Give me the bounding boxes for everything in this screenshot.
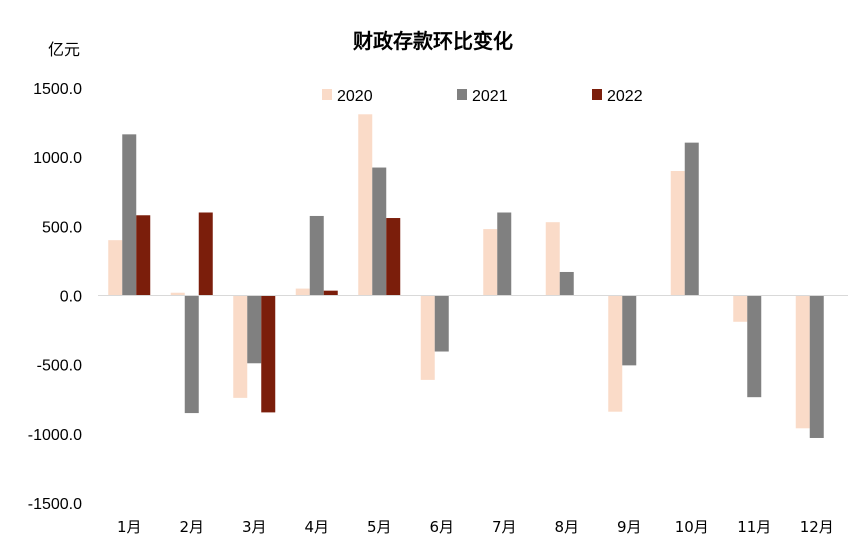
bar-2020-11月 xyxy=(733,295,748,322)
y-tick-label: -1000.0 xyxy=(28,427,82,444)
legend-swatch-2022 xyxy=(592,89,602,100)
y-tick-label: 0.0 xyxy=(60,289,82,306)
bar-2022-4月 xyxy=(323,290,338,296)
bar-2021-7月 xyxy=(497,212,512,296)
bar-2022-2月 xyxy=(198,212,213,296)
y-axis-unit-label: 亿元 xyxy=(48,40,80,59)
bar-2021-9月 xyxy=(622,295,637,366)
x-category-label: 5月 xyxy=(367,518,392,536)
x-category-label: 1月 xyxy=(117,518,142,536)
x-category-label: 4月 xyxy=(304,518,329,536)
legend-label-2021: 2021 xyxy=(472,88,508,105)
bar-2021-5月 xyxy=(372,167,387,296)
bar-2022-1月 xyxy=(136,215,151,296)
bar-2020-2月 xyxy=(170,292,185,296)
bar-2020-7月 xyxy=(483,229,498,296)
bar-2021-4月 xyxy=(309,215,324,296)
bar-2022-5月 xyxy=(386,218,401,296)
x-category-label: 10月 xyxy=(675,518,709,536)
x-category-label: 7月 xyxy=(492,518,517,536)
y-axis-ticks: 1500.0 1000.0 500.0 0.0 -500.0 -1000.0 -1500.0 xyxy=(28,81,82,513)
bar-2020-9月 xyxy=(608,295,623,412)
y-tick-label: -500.0 xyxy=(37,358,82,375)
x-axis-categories: 1月 2月 3月 4月 5月 6月 7月 8月 9月 10月 11月 12月 xyxy=(117,518,834,536)
bar-2021-3月 xyxy=(247,295,262,364)
bar-2021-8月 xyxy=(559,271,574,296)
y-tick-label: 1500.0 xyxy=(33,81,82,98)
x-category-label: 2月 xyxy=(179,518,204,536)
y-tick-label: 500.0 xyxy=(42,219,82,236)
legend-swatch-2020 xyxy=(322,89,332,100)
bar-2020-10月 xyxy=(670,171,685,296)
bar-2020-4月 xyxy=(295,288,310,296)
x-category-label: 11月 xyxy=(737,518,771,536)
legend-label-2020: 2020 xyxy=(337,88,373,105)
bar-2020-8月 xyxy=(545,222,560,296)
bar-2021-11月 xyxy=(747,295,762,398)
legend-swatch-2021 xyxy=(457,89,467,100)
chart-title: 财政存款环比变化 xyxy=(353,29,513,53)
bar-2021-1月 xyxy=(122,134,137,296)
bar-2020-6月 xyxy=(420,295,435,380)
x-category-label: 3月 xyxy=(242,518,267,536)
bar-2021-6月 xyxy=(434,295,449,352)
bar-2020-3月 xyxy=(233,295,248,398)
x-category-label: 6月 xyxy=(429,518,454,536)
bar-2020-12月 xyxy=(795,295,810,429)
bar-2021-12月 xyxy=(809,295,824,438)
legend: 2020 2021 2022 xyxy=(322,88,643,105)
bar-2021-2月 xyxy=(184,295,199,414)
y-tick-label: 1000.0 xyxy=(33,150,82,167)
bar-2021-10月 xyxy=(684,142,699,296)
y-tick-label: -1500.0 xyxy=(28,496,82,513)
bar-2020-5月 xyxy=(358,114,373,296)
legend-label-2022: 2022 xyxy=(607,88,643,105)
bars xyxy=(108,114,824,438)
x-category-label: 8月 xyxy=(554,518,579,536)
bar-2020-1月 xyxy=(108,240,123,296)
x-category-label: 9月 xyxy=(617,518,642,536)
x-category-label: 12月 xyxy=(800,518,834,536)
bar-2022-3月 xyxy=(261,295,276,413)
